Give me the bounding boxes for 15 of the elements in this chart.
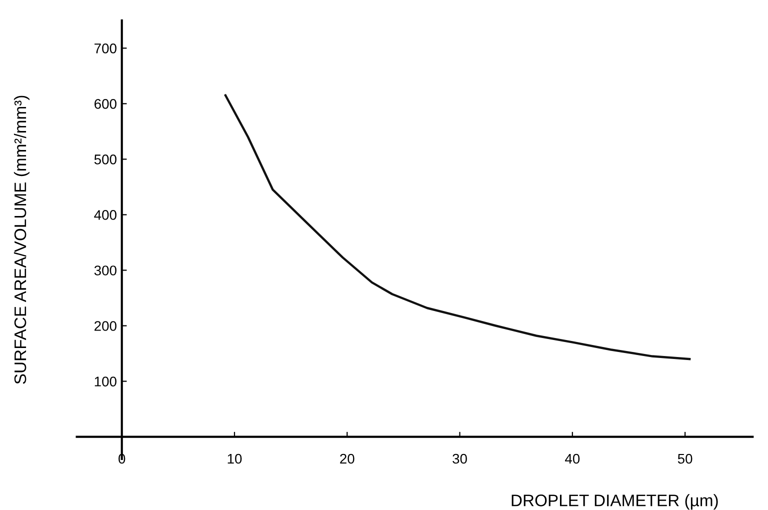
y-tick-label: 400 — [94, 210, 116, 220]
y-tick-label: 600 — [94, 99, 116, 109]
y-tick-label: 200 — [94, 321, 116, 331]
line-series — [224, 94, 691, 360]
x-tick-label: 40 — [565, 454, 580, 464]
y-tick-label: 300 — [94, 266, 116, 276]
x-axis-title: DROPLET DIAMETER (µm) — [512, 494, 718, 510]
y-axis-title: SURFACE AREA/VOLUME (mm²/mm³) — [14, 96, 30, 384]
y-tick-label: 100 — [94, 376, 116, 386]
x-tick-label: 30 — [452, 454, 467, 464]
x-tick-label: 10 — [228, 454, 242, 464]
y-tick-label: 500 — [94, 154, 116, 164]
x-tick-label: 50 — [678, 454, 692, 464]
y-tick-label: 700 — [94, 43, 116, 54]
x-tick-label: 20 — [340, 454, 354, 464]
